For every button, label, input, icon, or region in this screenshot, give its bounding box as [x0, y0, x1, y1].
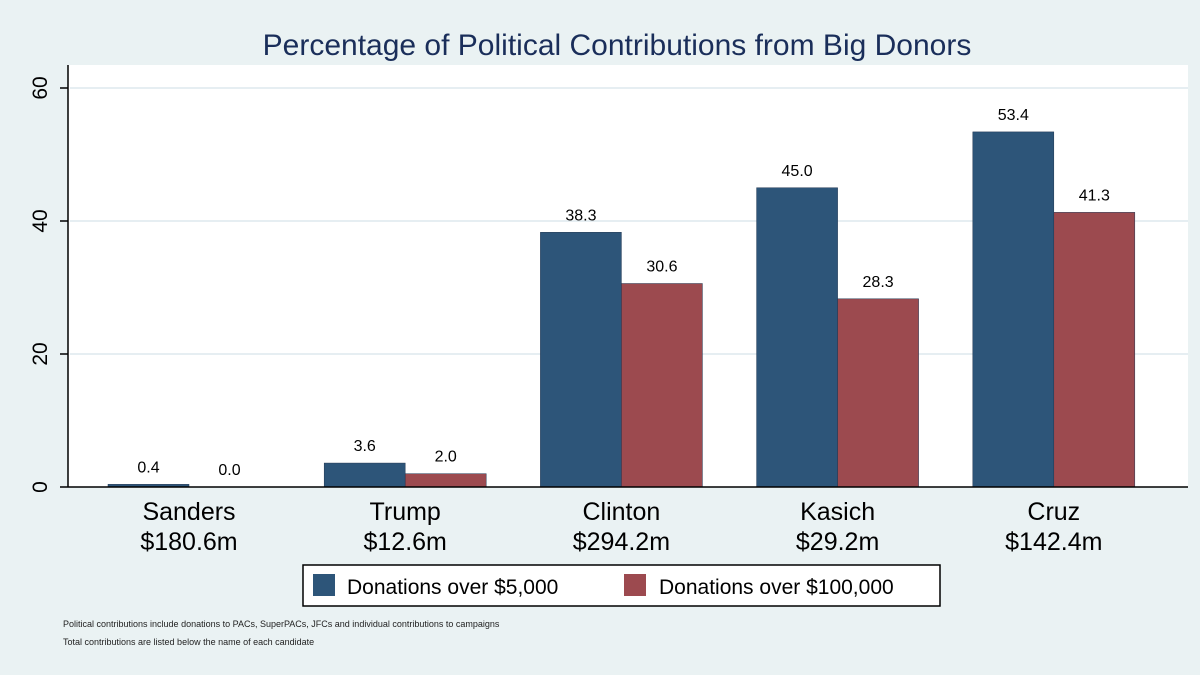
x-tick-label: Kasich: [800, 498, 875, 526]
bar-trump-series1: [323, 462, 406, 488]
legend: Donations over $5,000 Donations over $10…: [302, 564, 941, 607]
x-tick-total: $12.6m: [364, 528, 447, 556]
data-label: 53.4: [998, 107, 1029, 124]
x-tick-total: $29.2m: [796, 528, 879, 556]
bar-trump-series2: [404, 473, 487, 488]
data-label: 0.4: [137, 459, 159, 476]
chart-title: Percentage of Political Contributions fr…: [263, 29, 972, 62]
data-label: 38.3: [565, 207, 596, 224]
legend-swatch-100000: [624, 574, 646, 596]
bar-clinton-series1: [540, 232, 622, 488]
x-tick-label: Cruz: [1027, 498, 1080, 526]
bar-cruz-series2: [1053, 212, 1136, 488]
data-label: 41.3: [1079, 187, 1110, 204]
bar-clinton-series2: [621, 283, 703, 488]
bar-cruz-series1: [972, 131, 1055, 488]
data-label: 2.0: [435, 449, 457, 466]
legend-swatch-5000: [313, 574, 335, 596]
x-tick-total: $180.6m: [140, 528, 237, 556]
y-tick-label: 60: [29, 76, 52, 99]
legend-label-100000: Donations over $100,000: [659, 576, 894, 599]
footnote-2: Total contributions are listed below the…: [63, 637, 315, 647]
data-label: 30.6: [646, 259, 677, 276]
data-label: 3.6: [354, 438, 376, 455]
x-tick-label: Clinton: [582, 498, 660, 526]
x-tick-total: $142.4m: [1005, 528, 1102, 556]
legend-label-5000: Donations over $5,000: [347, 576, 558, 599]
x-tick-label: Trump: [370, 498, 441, 526]
y-tick-label: 0: [29, 481, 52, 493]
x-tick-label: Sanders: [142, 498, 235, 526]
y-tick-label: 40: [29, 209, 52, 232]
bar-kasich-series1: [756, 187, 838, 488]
data-label: 28.3: [863, 274, 894, 291]
x-tick-total: $294.2m: [573, 528, 670, 556]
data-label: 45.0: [782, 163, 813, 180]
y-tick-label: 20: [29, 342, 52, 365]
bar-kasich-series2: [837, 298, 919, 488]
data-label: 0.0: [218, 462, 240, 479]
footnote-1: Political contributions include donation…: [63, 619, 500, 629]
